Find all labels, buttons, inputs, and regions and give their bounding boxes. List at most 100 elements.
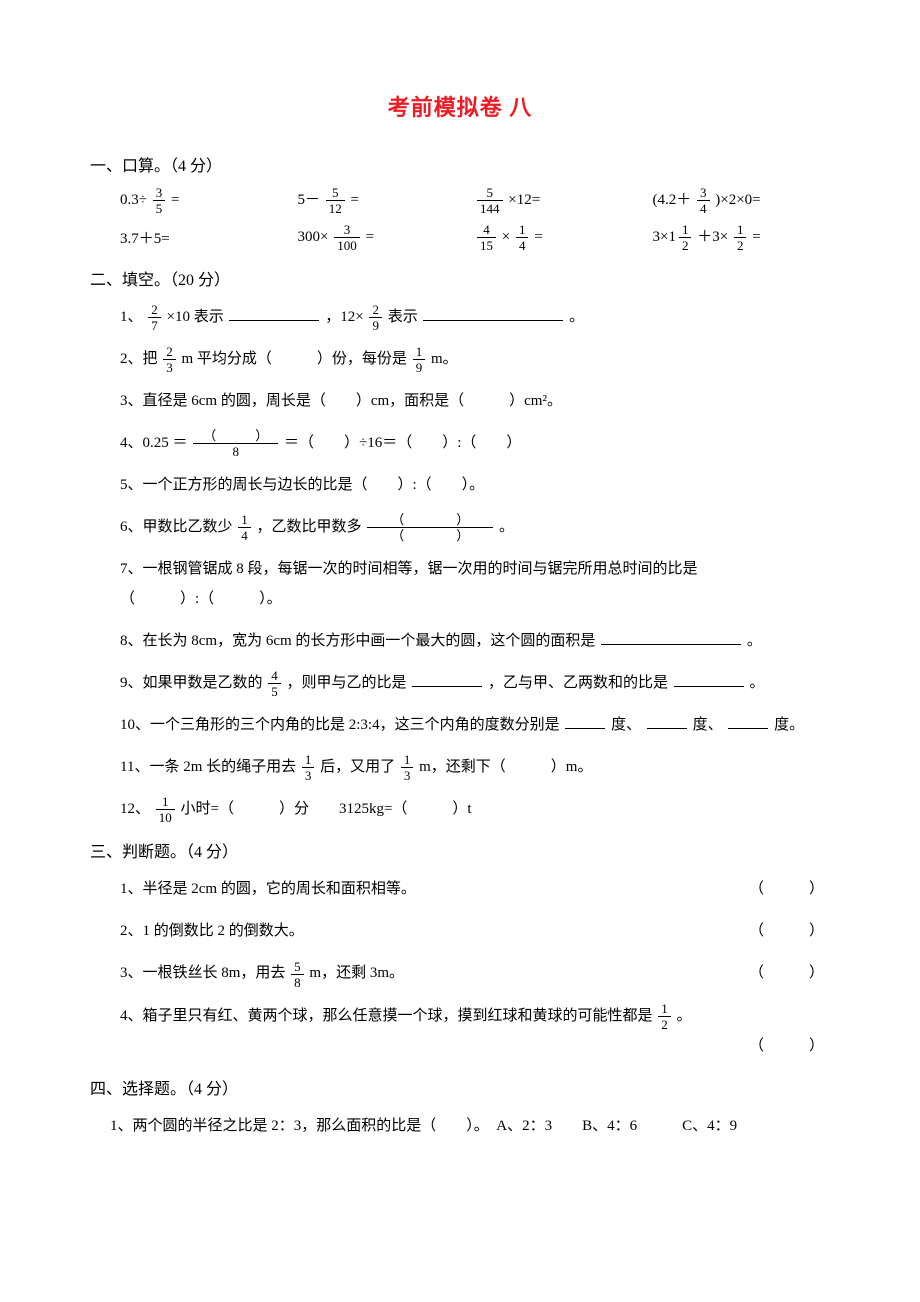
calc-r2c3: 4 15 × 1 4 = (475, 223, 653, 252)
text: ×12= (508, 192, 540, 208)
text: 300× (298, 229, 329, 245)
text: 2、1 的倒数比 2 的倒数大。 (120, 923, 304, 939)
text: m，还剩 3m。 (309, 965, 404, 981)
text: ，乙与甲、乙两数和的比是 (488, 675, 668, 691)
text: = (351, 192, 359, 208)
text: 11、一条 2m 长的绳子用去 (120, 759, 296, 775)
text: )×2×0= (715, 192, 760, 208)
text: ×10 表示 (167, 309, 224, 325)
calc-r2c1: 3.7＋5= (120, 227, 298, 248)
calc-r1c4: (4.2＋ 3 4 )×2×0= (653, 186, 831, 215)
text: （ ）:（ ）。 (120, 584, 830, 614)
text: = (534, 229, 542, 245)
text: 。 (747, 633, 762, 649)
fill-q10: 10、一个三角形的三个内角的比是 2:3:4，这三个内角的度数分别是 度、 度、… (120, 710, 830, 740)
text: ＋3× (697, 229, 728, 245)
fill-q1: 1、 2 7 ×10 表示 ，12× 2 9 表示 。 (120, 302, 830, 332)
fraction: 1 4 (238, 513, 251, 542)
calc-r2c2: 300× 3 100 = (298, 223, 476, 252)
blank (601, 629, 741, 645)
fraction: 1 2 (734, 223, 747, 252)
text: 。 (569, 309, 584, 325)
blank (674, 671, 744, 687)
text: 度、 (611, 717, 641, 733)
choice-q1: 1、两个圆的半径之比是 2：3，那么面积的比是（ ）。 A、2：3 B、4：6 … (110, 1111, 830, 1141)
calc-r2c4: 3×1 1 2 ＋3× 1 2 = (653, 223, 831, 252)
judge-q3: 3、一根铁丝长 8m，用去 5 8 m，还剩 3m。 （ ） (120, 958, 830, 988)
fraction: 1 2 (658, 1002, 671, 1031)
fill-q6: 6、甲数比乙数少 1 4 ，乙数比甲数多 （ ） （ ） 。 (120, 512, 830, 542)
text: = (752, 229, 760, 245)
fraction: 3 5 (153, 186, 166, 215)
text: 2、把 (120, 351, 158, 367)
calc-row-1: 0.3÷ 3 5 = 5－ 5 12 = 5 144 ×12= (4.2＋ (120, 186, 830, 215)
fraction: 3 100 (334, 223, 360, 252)
text: 4、箱子里只有红、黄两个球，那么任意摸一个球，摸到红球和黄球的可能性都是 (120, 1008, 653, 1024)
text: ，12× (325, 309, 363, 325)
fraction: 4 15 (477, 223, 496, 252)
calc-r1c2: 5－ 5 12 = (298, 186, 476, 215)
fill-q11: 11、一条 2m 长的绳子用去 1 3 后，又用了 1 3 m，还剩下（ ）m。 (120, 752, 830, 782)
blank (647, 713, 687, 729)
paren-slot: （ ） (749, 874, 824, 904)
fraction: 1 9 (413, 345, 426, 374)
text: 。 (750, 675, 765, 691)
text: 。 (677, 1008, 692, 1024)
page: 考前模拟卷 八 一、口算。（4 分） 0.3÷ 3 5 = 5－ 5 12 = … (0, 0, 920, 1302)
fill-q7: 7、一根钢管锯成 8 段，每锯一次的时间相等，锯一次用的时间与锯完所用总时间的比… (120, 554, 830, 614)
section-2-header: 二、填空。（20 分） (90, 266, 830, 290)
text: × (502, 229, 510, 245)
text: 小时=（ ）分 3125kg=（ ）t (181, 801, 472, 817)
text: ，乙数比甲数多 (257, 519, 362, 535)
judge-q1: 1、半径是 2cm 的圆，它的周长和面积相等。 （ ） (120, 874, 830, 904)
fill-q12: 12、 1 10 小时=（ ）分 3125kg=（ ）t (120, 794, 830, 824)
paren-slot: （ ） (749, 916, 824, 946)
text: 表示 (388, 309, 418, 325)
fill-q4: 4、0.25 ＝ （ ） 8 ＝（ ）÷16＝（ ）:（ ） (120, 428, 830, 458)
fraction: 5 144 (477, 186, 503, 215)
text: 3.7＋5= (120, 231, 170, 247)
text: ，则甲与乙的比是 (287, 675, 407, 691)
fraction: 2 9 (369, 303, 382, 332)
text: m，还剩下（ ）m。 (419, 759, 592, 775)
mixed-number: 3×1 1 2 (653, 223, 694, 252)
text: (4.2＋ (653, 192, 692, 208)
fraction: 1 3 (302, 753, 315, 782)
fraction: （ ） 8 (193, 429, 278, 458)
fraction: 2 7 (148, 303, 161, 332)
text: 。 (499, 519, 514, 535)
fraction: 5 12 (326, 186, 345, 215)
fill-q8: 8、在长为 8cm，宽为 6cm 的长方形中画一个最大的圆，这个圆的面积是 。 (120, 626, 830, 656)
calc-row-2: 3.7＋5= 300× 3 100 = 4 15 × 1 4 = 3×1 (120, 223, 830, 252)
text: 12、 (120, 801, 150, 817)
text: m。 (431, 351, 458, 367)
text: 1、 (120, 309, 143, 325)
fill-q5: 5、一个正方形的周长与边长的比是（ ）:（ ）。 (120, 470, 830, 500)
fraction: 1 4 (516, 223, 529, 252)
text: ＝（ ）÷16＝（ ）:（ ） (284, 435, 521, 451)
text: 度、 (693, 717, 723, 733)
text: 0.3÷ (120, 192, 147, 208)
blank (728, 713, 768, 729)
text: = (365, 229, 373, 245)
blank (412, 671, 482, 687)
text: 8、在长为 8cm，宽为 6cm 的长方形中画一个最大的圆，这个圆的面积是 (120, 633, 595, 649)
fill-q2: 2、把 2 3 m 平均分成（ ）份，每份是 1 9 m。 (120, 344, 830, 374)
text: = (171, 192, 179, 208)
fraction-blank: （ ） （ ） (367, 513, 493, 542)
text: 6、甲数比乙数少 (120, 519, 233, 535)
text: 后，又用了 (320, 759, 395, 775)
section-4-header: 四、选择题。（4 分） (90, 1075, 830, 1099)
text: 5－ (298, 192, 321, 208)
judge-q4: 4、箱子里只有红、黄两个球，那么任意摸一个球，摸到红球和黄球的可能性都是 1 2… (120, 1001, 830, 1061)
fraction: 2 3 (163, 345, 176, 374)
calc-r1c1: 0.3÷ 3 5 = (120, 186, 298, 215)
section-3-header: 三、判断题。（4 分） (90, 838, 830, 862)
text: 度。 (774, 717, 804, 733)
text: 1、半径是 2cm 的圆，它的周长和面积相等。 (120, 881, 416, 897)
fraction: 1 3 (401, 753, 414, 782)
blank (423, 305, 563, 321)
fraction: 1 2 (679, 223, 692, 252)
blank (229, 305, 319, 321)
fill-q9: 9、如果甲数是乙数的 4 5 ，则甲与乙的比是 ，乙与甲、乙两数和的比是 。 (120, 668, 830, 698)
